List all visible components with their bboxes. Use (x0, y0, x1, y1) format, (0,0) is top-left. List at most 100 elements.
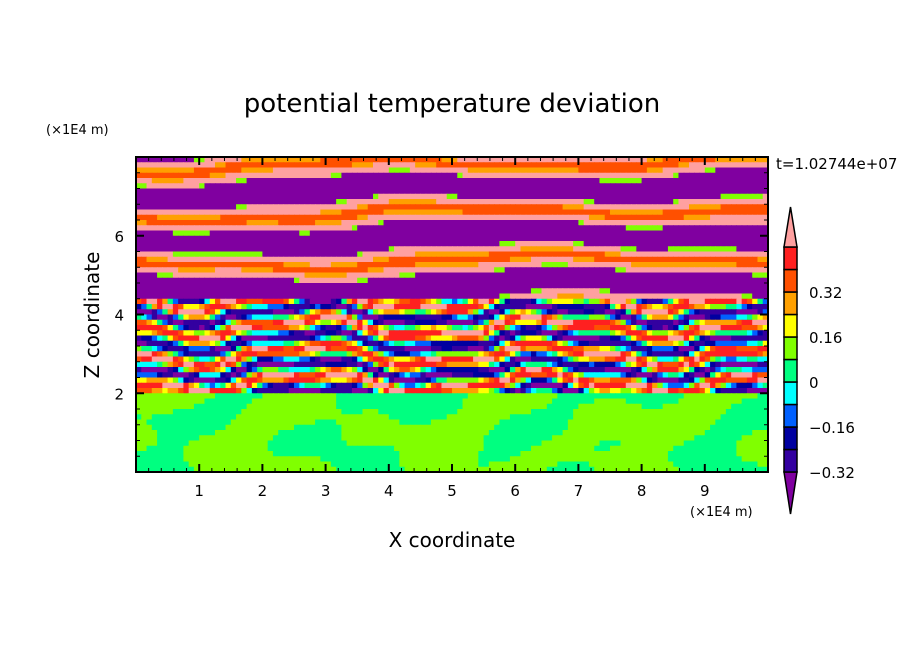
contour-cell (246, 193, 253, 200)
contour-cell (725, 325, 732, 331)
contour-cell (241, 172, 248, 179)
contour-cell (636, 309, 643, 316)
contour-cell (157, 304, 163, 310)
contour-cell (636, 330, 643, 337)
contour-cell (673, 209, 680, 216)
contour-cell (404, 272, 411, 279)
contour-cell (378, 209, 385, 216)
contour-cell (183, 246, 190, 253)
contour-cell (573, 346, 579, 352)
contour-cell (441, 188, 448, 195)
contour-cell (193, 262, 200, 268)
contour-cell (299, 230, 306, 237)
contour-cell (399, 235, 406, 242)
contour-cell (683, 183, 690, 190)
contour-cell (699, 193, 706, 200)
contour-cell (494, 172, 500, 179)
contour-cell (762, 256, 769, 263)
contour-cell (741, 340, 748, 347)
contour-cell (330, 288, 337, 295)
contour-cell (620, 188, 627, 195)
contour-cell (304, 356, 311, 363)
contour-cell (646, 309, 653, 316)
contour-cell (420, 235, 427, 242)
contour-cell (762, 225, 769, 232)
contour-cell (388, 251, 395, 258)
contour-cell (141, 241, 148, 247)
contour-cell (694, 325, 701, 331)
contour-cell (541, 346, 548, 352)
contour-cell (467, 241, 474, 247)
contour-cell (483, 157, 490, 163)
contour-cell (599, 162, 606, 169)
contour-cell (230, 351, 237, 358)
contour-cell (662, 267, 669, 274)
contour-cell (225, 172, 232, 179)
contour-cell (689, 298, 695, 305)
contour-cell (262, 262, 269, 268)
contour-cell (230, 356, 237, 363)
contour-cell (267, 272, 274, 279)
contour-cell (178, 220, 184, 226)
contour-cell (272, 220, 279, 226)
contour-cell (520, 267, 527, 274)
contour-cell (557, 309, 564, 316)
contour-cell (136, 346, 142, 352)
contour-cell (204, 199, 211, 205)
contour-cell (573, 183, 579, 190)
contour-cell (193, 167, 200, 174)
contour-cell (573, 251, 579, 258)
contour-cell (262, 330, 269, 337)
contour-cell (236, 267, 242, 274)
contour-cell (299, 193, 306, 200)
contour-cell (178, 230, 184, 237)
contour-cell (641, 309, 648, 316)
contour-cell (552, 361, 558, 368)
contour-cell (351, 262, 358, 268)
contour-cell (588, 241, 595, 247)
contour-cell (662, 246, 669, 253)
contour-cell (694, 256, 701, 263)
contour-cell (199, 272, 206, 279)
contour-cell (346, 193, 353, 200)
contour-cell (378, 267, 385, 274)
contour-cell (267, 367, 274, 373)
contour-cell (283, 188, 290, 195)
contour-cell (741, 267, 748, 274)
contour-cell (288, 330, 295, 337)
contour-cell (504, 204, 511, 211)
contour-cell (694, 162, 701, 169)
contour-cell (541, 167, 548, 174)
contour-cell (525, 335, 532, 342)
contour-cell (515, 340, 522, 347)
contour-cell (357, 346, 364, 352)
contour-cell (725, 204, 732, 211)
contour-cell (420, 340, 427, 347)
contour-cell (557, 340, 564, 347)
contour-cell (178, 304, 184, 310)
contour-cell (578, 214, 585, 221)
contour-cell (583, 167, 590, 174)
contour-cell (646, 267, 653, 274)
contour-cell (425, 330, 432, 337)
contour-cell (509, 367, 516, 373)
contour-cell (531, 283, 537, 289)
contour-cell (378, 283, 385, 289)
contour-cell (178, 314, 184, 321)
contour-cell (330, 293, 337, 300)
contour-cell (710, 230, 716, 237)
contour-cell (689, 330, 695, 337)
contour-cell (157, 204, 163, 211)
contour-cell (441, 246, 448, 253)
contour-cell (430, 319, 437, 326)
contour-cell (172, 319, 179, 326)
contour-cell (752, 172, 759, 179)
contour-cell (146, 167, 153, 174)
contour-cell (457, 298, 464, 305)
contour-cell (141, 298, 148, 305)
contour-cell (415, 251, 421, 258)
contour-cell (541, 220, 548, 226)
contour-cell (531, 304, 537, 310)
contour-cell (710, 167, 716, 174)
contour-cell (478, 288, 485, 295)
